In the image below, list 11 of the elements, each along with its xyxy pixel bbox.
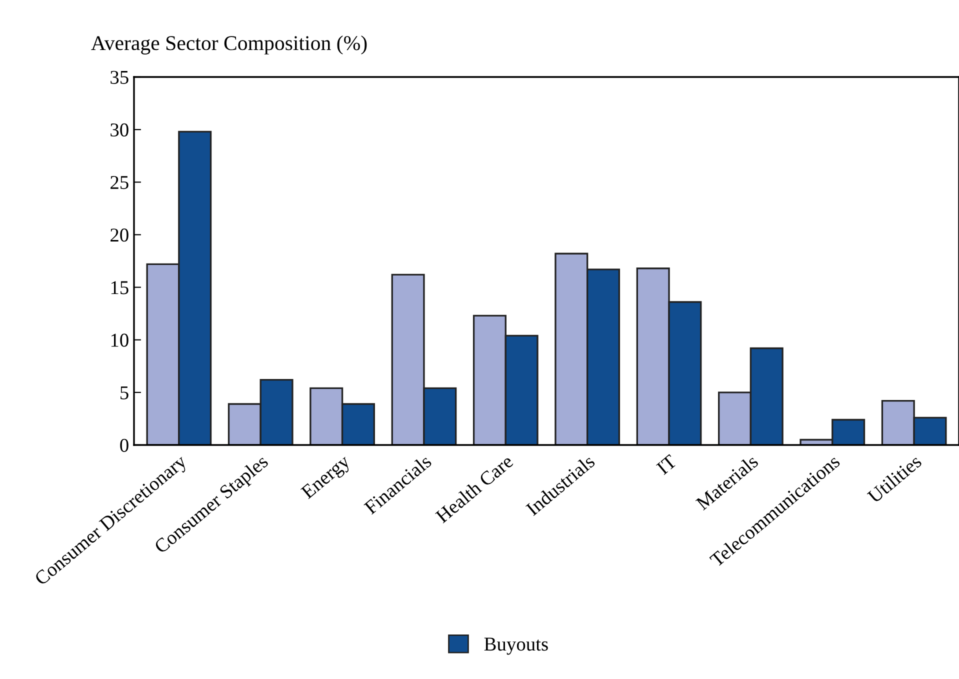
y-tick-label: 30 — [110, 123, 128, 137]
y-tick-label: 15 — [111, 281, 128, 294]
y-tick-label: 10 — [111, 334, 128, 347]
legend-label: Buyouts — [484, 638, 548, 655]
y-tick-label: 25 — [110, 176, 128, 190]
y-tick-label: 35 — [110, 70, 128, 84]
y-tick-label: 0 — [120, 438, 128, 452]
x-tick-label: IT — [656, 454, 678, 476]
y-axis-title: Average Sector Composition (%) — [91, 36, 367, 54]
y-tick-label: 5 — [120, 386, 128, 400]
y-tick-label: 20 — [110, 228, 128, 242]
